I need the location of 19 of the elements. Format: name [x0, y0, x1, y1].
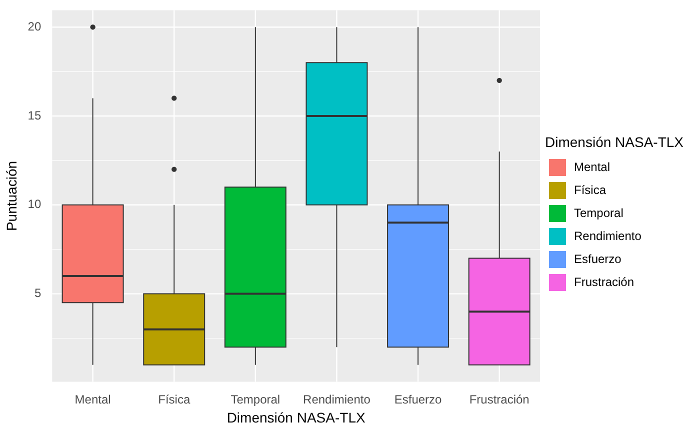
x-tick-label: Temporal	[230, 392, 280, 406]
x-tick-label: Frustración	[469, 392, 530, 406]
y-tick-label: 15	[28, 108, 42, 122]
legend-title: Dimensión NASA-TLX	[545, 134, 684, 150]
legend-label: Esfuerzo	[574, 252, 622, 266]
legend-label: Física	[574, 183, 606, 197]
legend-label: Rendimiento	[574, 229, 642, 243]
x-tick-label: Mental	[74, 392, 111, 406]
x-axis-title: Dimensión NASA-TLX	[226, 409, 366, 426]
legend-label: Temporal	[574, 206, 624, 220]
y-tick-label: 20	[28, 19, 42, 34]
legend-label: Frustración	[574, 275, 634, 289]
y-tick-label: 10	[28, 197, 42, 212]
x-tick-label: Física	[158, 392, 190, 406]
y-tick-label: 5	[34, 286, 42, 300]
x-tick-label: Rendimiento	[303, 392, 371, 406]
x-tick-label: Esfuerzo	[394, 392, 442, 406]
legend-label: Mental	[574, 160, 610, 174]
y-axis-title: Puntuación	[3, 160, 20, 232]
